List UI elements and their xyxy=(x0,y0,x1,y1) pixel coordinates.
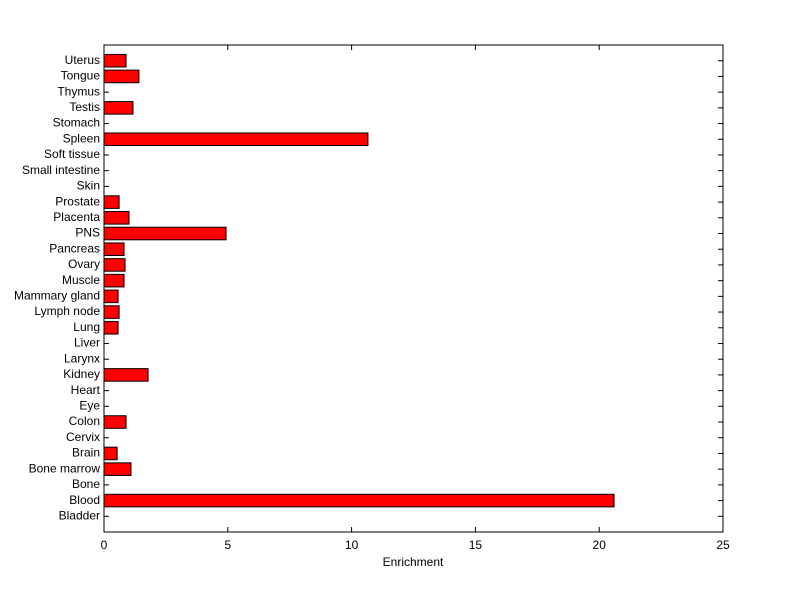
y-tick-label: Cervix xyxy=(66,430,100,444)
x-tick-label: 20 xyxy=(593,538,607,552)
y-tick-label: Prostate xyxy=(55,194,100,208)
bar xyxy=(103,258,126,272)
bar xyxy=(103,211,130,225)
y-tick-label: Eye xyxy=(79,398,100,412)
bar xyxy=(103,226,227,241)
y-tick-label: Brain xyxy=(72,446,100,460)
x-tick-label: 0 xyxy=(101,538,108,552)
y-tick-label: Larynx xyxy=(64,351,100,365)
bar xyxy=(103,415,127,429)
y-tick-label: Muscle xyxy=(62,273,100,287)
y-tick-label: Skin xyxy=(77,179,100,193)
y-tick-label: Stomach xyxy=(53,116,100,130)
y-tick-label: Lung xyxy=(73,320,100,334)
y-tick-label: Ovary xyxy=(68,257,100,271)
bar xyxy=(103,132,369,147)
bar xyxy=(103,320,119,335)
y-tick-label: PNS xyxy=(75,226,100,240)
bar xyxy=(103,368,149,382)
bar xyxy=(103,195,120,209)
y-tick-label: Tongue xyxy=(61,69,101,83)
y-tick-label: Blood xyxy=(69,493,100,507)
bar xyxy=(103,305,120,319)
y-tick-label: Lymph node xyxy=(34,304,100,318)
bar xyxy=(103,53,127,68)
x-tick-label: 15 xyxy=(469,538,483,552)
y-tick-label: Colon xyxy=(69,414,100,428)
x-tick-label: 10 xyxy=(345,538,359,552)
y-tick-label: Thymus xyxy=(57,84,100,98)
y-tick-label: Bone xyxy=(72,477,100,491)
x-axis-label: Enrichment xyxy=(383,555,444,569)
y-tick-label: Liver xyxy=(74,336,100,350)
y-tick-label: Bladder xyxy=(59,508,100,522)
bar xyxy=(103,289,119,304)
bar xyxy=(103,242,125,257)
y-tick-label: Spleen xyxy=(63,131,100,145)
y-tick-label: Heart xyxy=(71,383,101,397)
y-tick-label: Placenta xyxy=(53,210,100,224)
bar xyxy=(103,493,615,508)
x-tick-label: 25 xyxy=(716,538,730,552)
y-tick-label: Kidney xyxy=(63,367,100,381)
y-tick-label: Soft tissue xyxy=(44,147,100,161)
bar xyxy=(103,273,125,288)
x-tick-label: 5 xyxy=(224,538,231,552)
bar xyxy=(103,101,134,115)
plot-frame xyxy=(103,44,724,533)
y-tick-label: Bone marrow xyxy=(29,461,101,475)
y-tick-label: Small intestine xyxy=(22,163,100,177)
bar xyxy=(103,69,140,84)
y-tick-label: Uterus xyxy=(65,53,100,67)
y-tick-label: Testis xyxy=(69,100,100,114)
bar xyxy=(103,462,132,476)
y-tick-label: Mammary gland xyxy=(14,289,100,303)
bar xyxy=(103,446,118,461)
y-tick-label: Pancreas xyxy=(49,241,100,255)
